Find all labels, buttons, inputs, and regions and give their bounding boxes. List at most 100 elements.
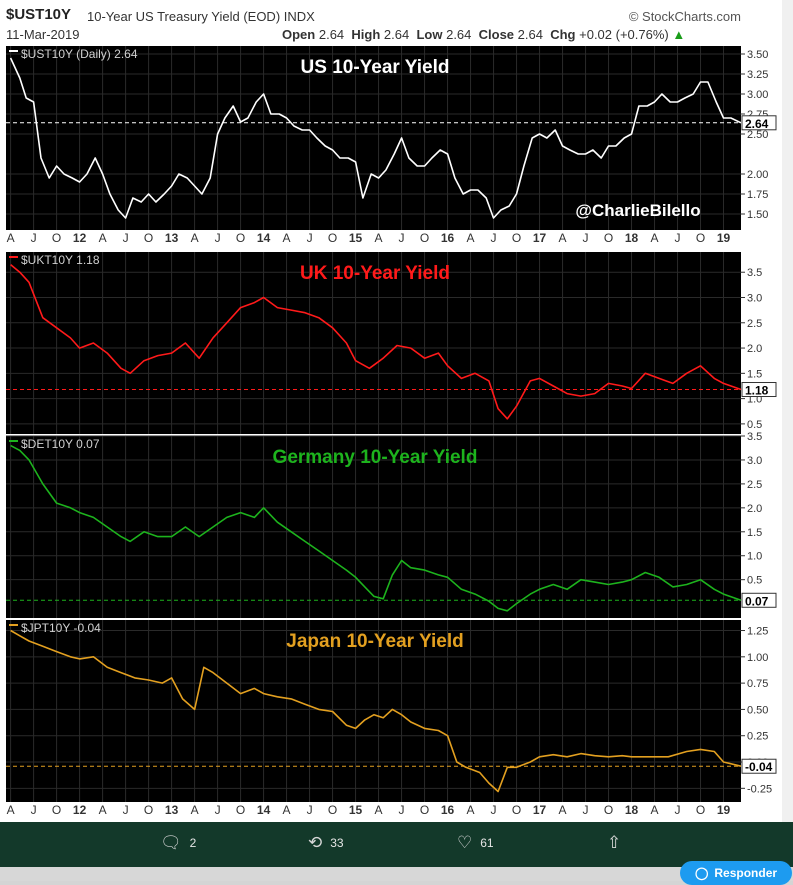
x-tick-label: A <box>559 231 567 245</box>
retweet-button[interactable]: ⟲ 33 <box>308 833 344 852</box>
y-tick-label: 2.5 <box>747 479 762 491</box>
up-arrow-icon: ▲ <box>672 27 686 42</box>
y-tick-label: -0.25 <box>747 783 772 795</box>
x-tick-label: J <box>675 803 681 817</box>
y-tick-label: 3.00 <box>747 89 768 101</box>
y-tick-label: 0.50 <box>747 704 768 716</box>
x-tick-label: A <box>651 803 659 817</box>
last-value-label: -0.04 <box>745 760 773 774</box>
x-tick-label: A <box>191 231 199 245</box>
x-tick-label: J <box>307 803 313 817</box>
x-tick-label: J <box>583 803 589 817</box>
axis-background <box>741 436 782 618</box>
x-tick-label: A <box>467 231 475 245</box>
x-tick-label: 19 <box>717 803 731 817</box>
series-line <box>10 263 742 420</box>
x-tick-label: 17 <box>533 231 547 245</box>
stockcharts-chart: $UST10Y 10-Year US Treasury Yield (EOD) … <box>0 0 793 822</box>
x-tick-label: 18 <box>625 231 639 245</box>
reply-button[interactable]: 🗨 2 <box>160 833 197 852</box>
x-tick-label: A <box>99 803 107 817</box>
x-tick-label: A <box>7 803 15 817</box>
y-tick-label: 1.5 <box>747 527 762 539</box>
x-tick-label: O <box>144 803 153 817</box>
x-tick-label: O <box>512 231 521 245</box>
x-tick-label: O <box>236 803 245 817</box>
legend-label: $UST10Y (Daily) 2.64 <box>21 47 138 61</box>
x-tick-label: O <box>52 803 61 817</box>
x-tick-label: O <box>420 231 429 245</box>
panel-background <box>6 436 741 618</box>
chart-header: $UST10Y 10-Year US Treasury Yield (EOD) … <box>0 0 793 46</box>
x-tick-label: A <box>651 231 659 245</box>
legend-label: $UKT10Y 1.18 <box>21 253 100 267</box>
x-tick-label: J <box>123 803 129 817</box>
description-label: 10-Year US Treasury Yield (EOD) INDX <box>87 9 315 24</box>
x-tick-label: O <box>328 803 337 817</box>
y-tick-label: 3.0 <box>747 293 762 305</box>
respond-button[interactable]: ◯ Responder <box>680 861 792 885</box>
tweet-action-bar: 🗨 2 ⟲ 33 ♡ 61 ⇧ <box>0 822 793 867</box>
reply-count: 2 <box>189 836 197 850</box>
x-tick-label: J <box>215 803 221 817</box>
y-tick-label: 0.5 <box>747 575 762 587</box>
panel-background <box>6 620 741 802</box>
x-tick-label: J <box>491 231 497 245</box>
share-button[interactable]: ⇧ <box>607 833 622 852</box>
x-tick-label: A <box>375 231 383 245</box>
x-tick-label: A <box>191 803 199 817</box>
x-tick-label: 12 <box>73 231 87 245</box>
last-value-label: 2.64 <box>745 117 769 131</box>
x-tick-label: 15 <box>349 803 363 817</box>
like-button[interactable]: ♡ 61 <box>457 833 494 852</box>
last-value-box <box>741 758 777 774</box>
last-value-box <box>741 592 777 608</box>
symbol-label: $UST10Y <box>6 6 72 23</box>
x-tick-label: O <box>328 231 337 245</box>
y-tick-label: 1.0 <box>747 551 762 563</box>
ohlc-readout: Open 2.64 High 2.64 Low 2.64 Close 2.64 … <box>282 27 686 42</box>
x-tick-label: J <box>399 231 405 245</box>
x-tick-label: A <box>375 803 383 817</box>
x-tick-label: O <box>236 231 245 245</box>
last-value-box <box>741 382 777 398</box>
like-count: 61 <box>480 836 494 850</box>
x-tick-label: 18 <box>625 803 639 817</box>
brand-label: © StockCharts.com <box>628 9 741 24</box>
panel-background <box>6 252 741 434</box>
y-tick-label: 0.5 <box>747 419 762 431</box>
x-tick-label: 12 <box>73 803 87 817</box>
y-tick-label: 1.75 <box>747 189 768 201</box>
x-tick-label: O <box>512 803 521 817</box>
y-tick-label: 1.50 <box>747 209 768 221</box>
last-value-label: 0.07 <box>745 594 769 608</box>
y-tick-label: 0.75 <box>747 678 768 690</box>
y-tick-label: 1.00 <box>747 652 768 664</box>
x-tick-label: O <box>604 803 613 817</box>
x-tick-label: A <box>283 803 291 817</box>
axis-background <box>741 252 782 434</box>
respond-label: Responder <box>714 866 778 880</box>
x-tick-label: A <box>99 231 107 245</box>
scrollbar[interactable] <box>782 0 793 822</box>
panel-title: Germany 10-Year Yield <box>273 447 478 468</box>
x-tick-label: A <box>283 231 291 245</box>
legend-swatch <box>9 624 18 626</box>
legend-label: $DET10Y 0.07 <box>21 437 100 451</box>
chat-bubble-icon: ◯ <box>694 866 709 880</box>
series-line <box>9 57 742 219</box>
x-tick-label: J <box>31 803 37 817</box>
watermark-label: @CharlieBilello <box>575 201 700 220</box>
series-line <box>10 629 742 793</box>
bottom-strip <box>0 867 793 881</box>
retweet-icon: ⟲ <box>308 833 323 852</box>
reply-icon: 🗨 <box>160 833 182 852</box>
share-icon: ⇧ <box>607 833 622 852</box>
y-tick-label: 3.5 <box>747 431 762 443</box>
series-line <box>10 444 742 612</box>
x-tick-label: J <box>31 231 37 245</box>
axis-background <box>741 46 782 230</box>
heart-icon: ♡ <box>457 833 473 852</box>
legend-swatch <box>9 440 18 442</box>
panel-title: UK 10-Year Yield <box>300 263 450 284</box>
